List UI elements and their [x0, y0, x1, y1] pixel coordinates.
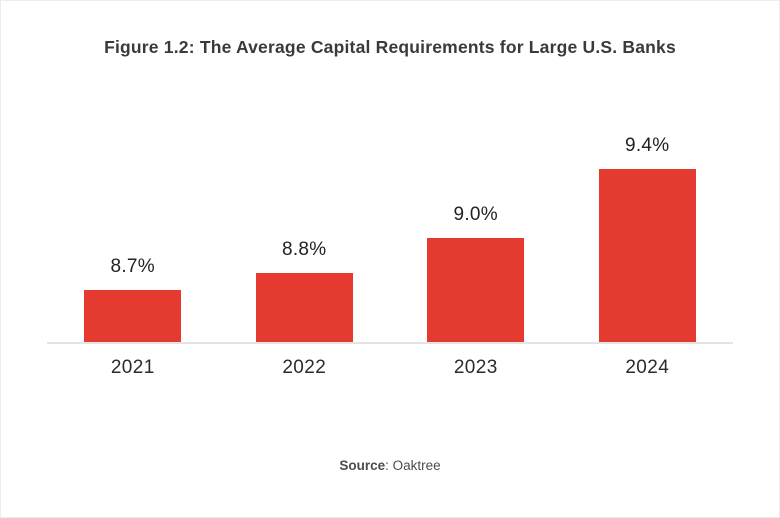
x-tick-label-2021: 2021 — [110, 357, 155, 378]
source-note: Source: Oaktree — [1, 458, 779, 473]
bar-group-2022: 8.8% — [255, 238, 353, 342]
x-tick-label-2024: 2024 — [625, 357, 670, 378]
bar-2024 — [598, 169, 696, 342]
bars-area: 8.7% 8.8% 9.0% 9.4% — [47, 1, 733, 342]
chart-title: Figure 1.2: The Average Capital Requirem… — [104, 37, 676, 57]
x-axis-labels: 2021 2022 2023 2024 — [47, 357, 733, 379]
bar-group-2023: 9.0% — [427, 204, 525, 342]
bar-2021 — [84, 290, 182, 342]
bar-value-label: 8.8% — [281, 238, 327, 260]
bar-2022 — [255, 272, 353, 342]
bar-2023 — [427, 238, 525, 342]
bar-value-label: 9.0% — [453, 204, 498, 226]
source-note-label: Source — [339, 458, 386, 473]
bar-chart: 8.7% 8.8% 9.0% 9.4% 2021 2022 2023 2024 — [47, 1, 733, 401]
x-tick-label-2022: 2022 — [282, 357, 327, 378]
x-axis-line — [47, 342, 733, 344]
source-note-value: : Oaktree — [385, 458, 441, 473]
bar-value-label: 9.4% — [624, 135, 670, 156]
bar-value-label: 8.7% — [110, 256, 155, 278]
x-tick-label-2023: 2023 — [453, 357, 498, 378]
bar-group-2021: 8.7% — [84, 256, 182, 342]
bar-group-2024: 9.4% — [598, 135, 696, 342]
